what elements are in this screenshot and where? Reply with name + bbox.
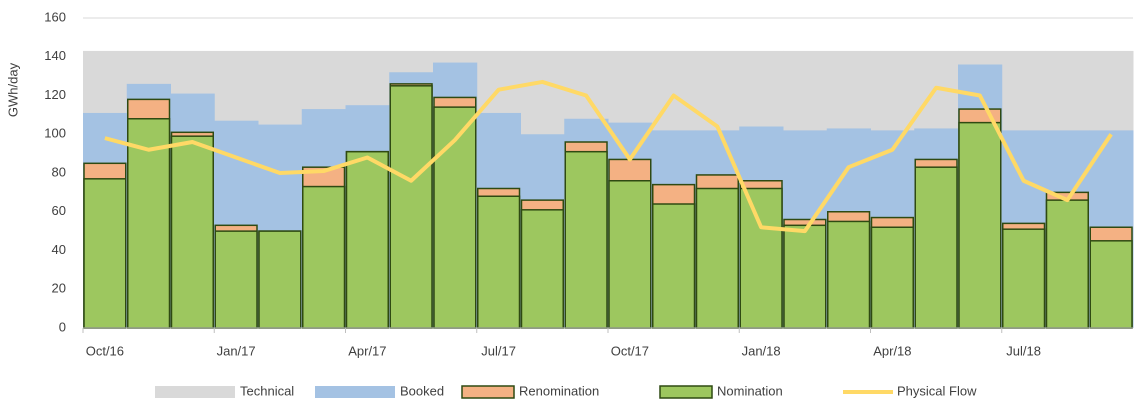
nomination-bar	[783, 224, 827, 329]
nomination-bar	[389, 85, 433, 329]
legend-label: Technical	[240, 383, 294, 398]
nomination-bar	[1002, 228, 1046, 329]
y-tick-label: 60	[52, 203, 66, 218]
nomination-bar	[302, 185, 346, 329]
y-tick-label: 120	[44, 87, 66, 102]
nomination-bar	[170, 135, 214, 329]
nomination-bar	[83, 178, 127, 329]
x-tick-label: Apr/17	[348, 343, 386, 358]
legend-swatch	[315, 386, 395, 398]
legend-swatch	[155, 386, 235, 398]
nomination-bar	[258, 230, 302, 329]
x-tick-label: Oct/16	[86, 343, 124, 358]
nomination-bar	[958, 121, 1002, 329]
y-tick-label: 140	[44, 48, 66, 63]
y-tick-label: 20	[52, 281, 66, 296]
nomination-bar	[1089, 240, 1133, 329]
nomination-bar	[127, 118, 171, 329]
legend-label: Booked	[400, 383, 444, 398]
nomination-bar	[564, 150, 608, 329]
y-tick-label: 100	[44, 126, 66, 141]
nomination-bar	[739, 187, 783, 329]
nomination-bar	[1045, 199, 1089, 329]
x-tick-label: Apr/18	[873, 343, 911, 358]
nomination-bar	[608, 180, 652, 329]
legend-swatch	[461, 385, 515, 399]
nomination-bar	[433, 106, 477, 329]
x-tick-label: Oct/17	[611, 343, 649, 358]
legend-label: Renomination	[519, 383, 599, 398]
x-tick-label: Jan/18	[742, 343, 781, 358]
nomination-bar	[827, 220, 871, 329]
nomination-bar	[695, 187, 739, 329]
y-tick-label: 40	[52, 242, 66, 257]
y-tick-label: 0	[59, 319, 66, 334]
legend-label: Physical Flow	[897, 383, 977, 398]
legend-swatch	[659, 385, 713, 399]
y-tick-label: 80	[52, 164, 66, 179]
nomination-bar	[477, 195, 521, 329]
nomination-bar	[652, 203, 696, 329]
legend-label: Nomination	[717, 383, 783, 398]
x-tick-label: Jan/17	[217, 343, 256, 358]
nomination-bar	[345, 150, 389, 329]
y-tick-label: 160	[44, 9, 66, 24]
nomination-bar	[214, 230, 258, 329]
y-axis-label: GWh/day	[5, 62, 20, 117]
nomination-bar	[870, 226, 914, 329]
x-tick-label: Jul/17	[481, 343, 516, 358]
physical-flow-line	[104, 79, 1113, 234]
nomination-bar	[914, 166, 958, 329]
nomination-bar	[520, 209, 564, 329]
x-tick-label: Jul/18	[1006, 343, 1041, 358]
